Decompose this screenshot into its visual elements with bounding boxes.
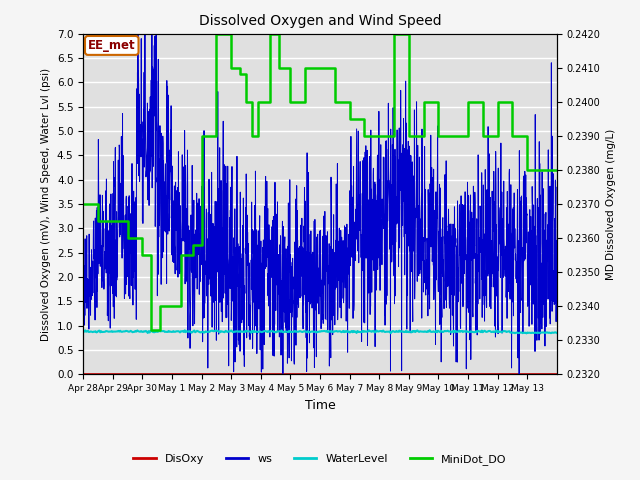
Text: EE_met: EE_met	[88, 39, 136, 52]
Y-axis label: Dissolved Oxygen (mV), Wind Speed, Water Lvl (psi): Dissolved Oxygen (mV), Wind Speed, Water…	[42, 67, 51, 341]
Y-axis label: MD Dissolved Oxygen (mg/L): MD Dissolved Oxygen (mg/L)	[606, 128, 616, 280]
Legend: DisOxy, ws, WaterLevel, MiniDot_DO: DisOxy, ws, WaterLevel, MiniDot_DO	[129, 450, 511, 469]
X-axis label: Time: Time	[305, 399, 335, 412]
Title: Dissolved Oxygen and Wind Speed: Dissolved Oxygen and Wind Speed	[198, 14, 442, 28]
